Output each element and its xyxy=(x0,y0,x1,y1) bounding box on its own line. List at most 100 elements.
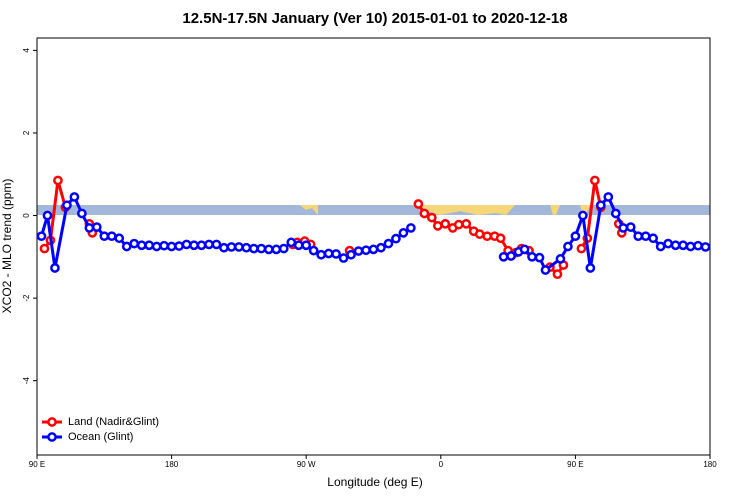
data-point xyxy=(129,238,140,249)
data-point xyxy=(62,200,72,211)
data-point xyxy=(670,240,681,251)
data-point xyxy=(293,240,304,251)
data-point xyxy=(540,265,551,275)
data-point xyxy=(413,199,424,209)
data-point xyxy=(346,249,356,260)
data-point xyxy=(166,241,177,252)
surface-band xyxy=(37,205,710,215)
data-point xyxy=(69,192,80,202)
data-point xyxy=(495,233,506,244)
x-axis-label: Longitude (deg E) xyxy=(327,475,422,489)
data-point xyxy=(398,228,409,238)
data-point xyxy=(633,231,644,242)
data-point xyxy=(625,222,636,232)
data-point xyxy=(482,231,493,242)
data-point xyxy=(391,233,401,244)
data-point xyxy=(42,210,53,221)
data-point xyxy=(618,223,629,233)
data-point xyxy=(174,241,184,251)
x-tick-label: 180 xyxy=(703,460,717,469)
data-point xyxy=(144,240,155,251)
data-point xyxy=(106,231,117,242)
y-axis-label: XCO2 - MLO trend (ppm) xyxy=(0,179,14,314)
data-point xyxy=(211,239,222,250)
data-point xyxy=(693,240,703,251)
data-point xyxy=(189,240,199,251)
x-tick-label: 90 W xyxy=(297,460,316,469)
data-point xyxy=(406,223,416,233)
data-point xyxy=(249,243,259,254)
data-point xyxy=(461,218,472,229)
data-point xyxy=(589,175,600,186)
data-point xyxy=(36,231,47,242)
data-point xyxy=(204,239,214,250)
data-point xyxy=(353,246,364,256)
data-point xyxy=(432,221,443,231)
data-point xyxy=(53,175,63,186)
data-point xyxy=(678,240,688,251)
data-point xyxy=(301,240,312,251)
data-point xyxy=(136,240,147,251)
y-tick-label: 4 xyxy=(22,48,31,53)
data-point xyxy=(474,229,485,239)
data-point xyxy=(338,253,349,263)
data-point xyxy=(383,238,394,249)
band-ocean xyxy=(37,205,710,215)
data-point xyxy=(278,243,289,254)
legend-label: Land (Nadir&Glint) xyxy=(68,416,159,428)
data-point xyxy=(648,233,659,244)
chart-title: 12.5N-17.5N January (Ver 10) 2015-01-01 … xyxy=(182,10,567,27)
data-point xyxy=(99,231,110,242)
legend-label: Ocean (Glint) xyxy=(68,431,133,443)
data-point xyxy=(527,251,537,262)
data-point xyxy=(368,244,379,255)
data-point xyxy=(361,245,371,256)
data-point xyxy=(440,218,451,229)
data-point xyxy=(655,241,666,252)
data-point xyxy=(519,244,530,255)
data-point xyxy=(286,237,297,248)
data-point xyxy=(570,231,581,242)
data-point xyxy=(256,243,267,254)
data-point xyxy=(121,241,132,252)
data-point xyxy=(663,238,673,249)
data-point xyxy=(640,231,651,242)
data-point xyxy=(219,242,229,253)
data-point xyxy=(700,242,711,252)
x-tick-label: 90 E xyxy=(567,460,583,469)
data-point xyxy=(196,240,207,251)
data-point xyxy=(263,244,274,255)
data-point xyxy=(453,219,464,230)
data-point xyxy=(77,208,87,219)
data-point xyxy=(576,243,587,254)
data-point xyxy=(585,263,596,273)
band-land xyxy=(290,205,318,215)
data-point xyxy=(610,208,621,219)
data-point xyxy=(555,254,566,264)
band-land xyxy=(550,205,560,215)
data-point xyxy=(595,200,606,211)
data-point xyxy=(241,242,252,253)
data-point xyxy=(552,269,563,280)
data-point xyxy=(603,192,614,202)
data-point xyxy=(226,242,237,252)
data-point xyxy=(308,245,319,256)
y-tick-label: -4 xyxy=(22,377,31,385)
data-point xyxy=(316,249,327,260)
data-point xyxy=(331,249,341,259)
legend-swatch xyxy=(47,417,57,427)
data-point xyxy=(271,244,282,255)
data-point xyxy=(426,212,437,223)
data-point xyxy=(563,241,573,252)
data-point xyxy=(159,240,169,251)
data-point xyxy=(578,210,588,221)
data-point xyxy=(498,251,509,262)
data-point xyxy=(376,242,386,253)
data-point xyxy=(506,251,516,261)
x-tick-label: 0 xyxy=(439,460,444,469)
data-point xyxy=(419,208,430,219)
legend-swatch xyxy=(47,432,57,442)
band-land xyxy=(412,205,515,215)
data-point xyxy=(84,223,95,233)
